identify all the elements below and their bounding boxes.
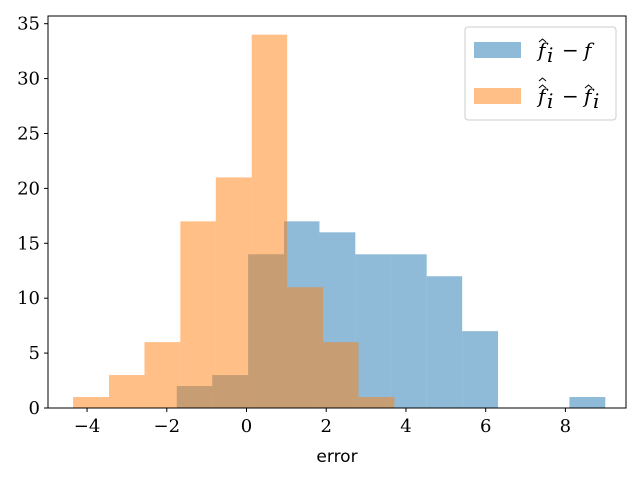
bar-series2-bin9: [358, 397, 395, 408]
bar-series2-bin4: [180, 221, 216, 408]
y-tick-label: 20: [17, 178, 40, 199]
bar-series2-bin7: [287, 287, 324, 408]
bar-series1-bin8: [426, 276, 463, 408]
y-tick-label: 5: [29, 343, 40, 364]
bar-series2-bin6: [251, 34, 288, 409]
x-ticks: −4 −2 0 2 4 6 8: [74, 408, 571, 437]
x-tick-label: 6: [480, 416, 491, 437]
y-tick-label: 35: [17, 14, 40, 35]
bar-series1-bin7: [390, 254, 427, 408]
legend: f i − ff i − f i: [464, 26, 617, 121]
axes-frame: [47, 15, 627, 409]
svg-text:−: −: [562, 38, 579, 62]
bar-series1-bin9: [462, 331, 499, 408]
x-tick-label: −2: [154, 416, 181, 437]
bar-series2-bin8: [323, 342, 359, 408]
y-tick-label: 25: [17, 123, 40, 144]
y-tick-label: 10: [17, 288, 40, 309]
bar-series1-bin12: [569, 397, 606, 408]
x-tick-label: 2: [321, 416, 332, 437]
bar-series2-bin2: [108, 375, 145, 408]
x-axis-label: error: [316, 447, 357, 467]
svg-text:i: i: [593, 89, 599, 113]
y-tick-label: 15: [17, 233, 40, 254]
x-tick-label: 4: [400, 416, 411, 437]
svg-text:−: −: [562, 84, 579, 108]
bar-series2-bin5: [215, 177, 252, 408]
y-tick-label: 0: [29, 398, 40, 419]
svg-text:i: i: [547, 43, 553, 67]
bars-group: [73, 34, 606, 409]
bar-series2-bin1: [73, 397, 109, 408]
bar-series1-bin6: [355, 254, 391, 408]
x-tick-label: 0: [241, 416, 252, 437]
legend-swatch-series2: [474, 88, 521, 104]
bar-series2-bin3: [144, 342, 181, 408]
svg-text:i: i: [547, 89, 553, 113]
y-tick-label: 30: [17, 69, 40, 90]
x-tick-label: −4: [74, 416, 101, 437]
y-ticks: 0 5 10 15 20 25 30 35: [17, 14, 48, 419]
x-tick-label: 8: [560, 416, 571, 437]
legend-swatch-series1: [474, 42, 521, 58]
